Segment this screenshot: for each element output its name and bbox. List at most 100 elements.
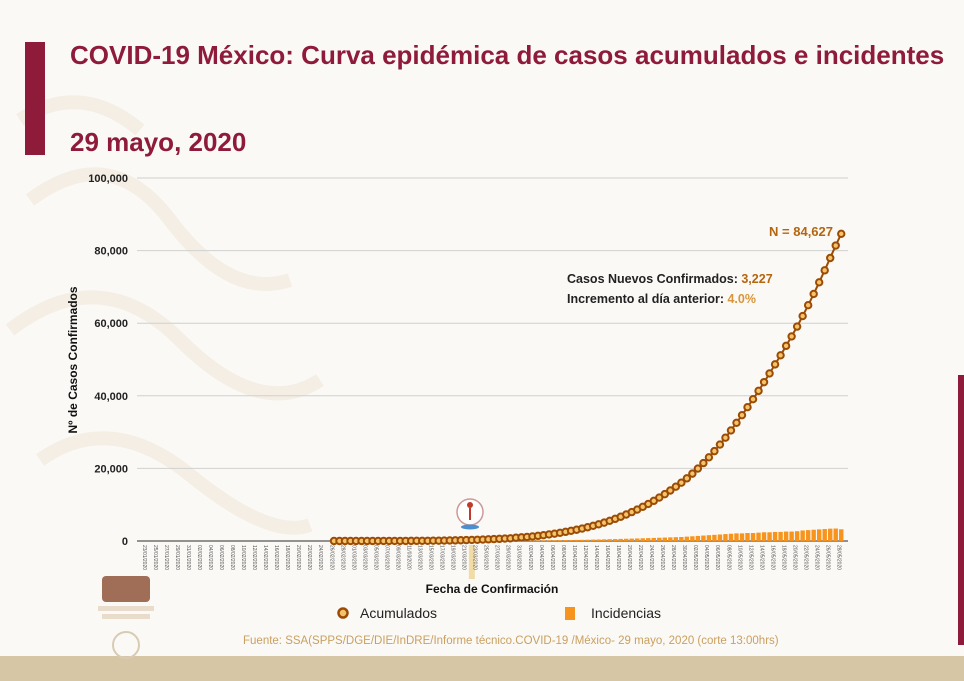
incidence-bar bbox=[778, 531, 783, 541]
accumulated-point bbox=[798, 311, 807, 321]
x-tick-label: 12/02/2020 bbox=[251, 545, 257, 570]
incidence-bar bbox=[828, 528, 833, 541]
incidence-bar bbox=[783, 531, 789, 541]
y-tick-label: 40,000 bbox=[94, 391, 128, 403]
incidence-bar bbox=[585, 539, 590, 541]
incidence-bar bbox=[767, 532, 772, 541]
x-tick-label: 24/02/2020 bbox=[317, 545, 323, 570]
incidence-bar bbox=[805, 530, 811, 541]
x-tick-label: 16/02/2020 bbox=[273, 545, 279, 570]
legend-dot-icon bbox=[337, 607, 349, 619]
incidence-bar bbox=[728, 533, 734, 541]
x-tick-label: 18/04/2020 bbox=[615, 545, 621, 570]
x-tick-label: 20/05/2020 bbox=[791, 545, 797, 570]
incidence-bar bbox=[816, 529, 822, 541]
x-tick-label: 17/03/2020 bbox=[439, 545, 445, 570]
x-tick-label: 05/03/2020 bbox=[372, 545, 378, 570]
legend-accumulated: Acumulados bbox=[336, 605, 437, 621]
total-cases-label: N = 84,627 bbox=[769, 224, 833, 239]
incidence-bar bbox=[646, 538, 651, 541]
increase-value: 4.0% bbox=[727, 292, 756, 306]
incidence-bar bbox=[563, 540, 568, 541]
x-tick-label: 21/03/2020 bbox=[461, 545, 467, 570]
x-tick-label: 16/04/2020 bbox=[604, 545, 610, 570]
x-tick-label: 04/04/2020 bbox=[538, 545, 544, 570]
x-tick-label: 04/05/2020 bbox=[703, 545, 709, 570]
x-tick-label: 22/02/2020 bbox=[306, 545, 312, 570]
incidence-bar bbox=[750, 533, 756, 541]
accumulated-point bbox=[787, 332, 796, 341]
y-tick-label: 0 bbox=[122, 536, 128, 548]
accumulated-point bbox=[770, 360, 780, 369]
incidence-bar bbox=[535, 540, 541, 541]
x-tick-label: 29/01/2020 bbox=[174, 545, 180, 570]
incidence-bar bbox=[679, 537, 684, 541]
highlighted-tick-bg bbox=[468, 545, 475, 579]
incidence-bar bbox=[557, 540, 563, 541]
accumulated-point bbox=[721, 433, 730, 442]
y-tick-label: 100,000 bbox=[88, 173, 128, 185]
x-tick-label: 19/03/2020 bbox=[450, 545, 456, 570]
incidence-bar bbox=[772, 531, 778, 541]
x-tick-label: 27/01/2020 bbox=[163, 545, 169, 570]
x-tick-label: 27/03/2020 bbox=[494, 545, 500, 570]
legend-incidence-label: Incidencias bbox=[591, 605, 662, 621]
incidence-bar bbox=[839, 529, 844, 541]
incidence-bar bbox=[822, 529, 827, 541]
incidence-bar bbox=[612, 539, 618, 541]
x-tick-label: 02/05/2020 bbox=[692, 545, 698, 570]
source-note: Fuente: SSA(SPPS/DGE/DIE/InDRE/Informe t… bbox=[243, 635, 779, 647]
x-tick-label: 14/02/2020 bbox=[262, 545, 268, 570]
incidence-bar bbox=[712, 534, 717, 541]
x-tick-label: 22/04/2020 bbox=[637, 545, 643, 570]
y-tick-label: 60,000 bbox=[94, 318, 128, 330]
incidence-bar bbox=[629, 538, 634, 541]
x-tick-label: 04/02/2020 bbox=[207, 545, 213, 570]
accumulated-point bbox=[715, 440, 725, 449]
incidence-bar bbox=[673, 537, 679, 541]
incidence-bar bbox=[530, 540, 535, 541]
y-tick-label: 80,000 bbox=[94, 246, 128, 258]
x-tick-label: 25/01/2020 bbox=[152, 545, 158, 570]
incidence-bar bbox=[695, 535, 701, 541]
legend-incidence: Incidencias bbox=[565, 605, 661, 621]
x-tick-label: 22/05/2020 bbox=[802, 545, 808, 570]
accumulated-point bbox=[831, 241, 840, 250]
incidence-bar bbox=[794, 531, 800, 541]
x-tick-label: 06/04/2020 bbox=[549, 545, 555, 570]
accumulated-point bbox=[754, 386, 763, 396]
x-tick-label: 23/01/2020 bbox=[141, 545, 147, 570]
x-tick-label: 09/03/2020 bbox=[394, 545, 400, 570]
brand-bar-right bbox=[958, 375, 964, 645]
accumulated-point bbox=[704, 453, 714, 462]
report-date: 29 mayo, 2020 bbox=[70, 127, 247, 157]
new-cases-label: Casos Nuevos Confirmados: bbox=[567, 272, 738, 286]
x-tick-label: 08/04/2020 bbox=[560, 545, 566, 570]
x-tick-label: 15/03/2020 bbox=[428, 545, 434, 570]
accumulated-point bbox=[688, 469, 697, 478]
incidence-bar bbox=[546, 540, 552, 541]
incidence-bar bbox=[541, 540, 546, 541]
x-tick-label: 14/04/2020 bbox=[593, 545, 599, 570]
incidence-bar bbox=[552, 540, 557, 541]
incidence-bar bbox=[811, 529, 816, 541]
x-tick-label: 26/04/2020 bbox=[659, 545, 665, 570]
x-tick-label: 24/05/2020 bbox=[813, 545, 819, 570]
legend-accumulated-label: Acumulados bbox=[360, 605, 438, 621]
x-tick-label: 06/02/2020 bbox=[218, 545, 224, 570]
accumulated-point bbox=[809, 289, 818, 299]
accumulated-point bbox=[765, 369, 774, 378]
x-tick-label: 29/03/2020 bbox=[505, 545, 511, 570]
x-tick-label: 28/05/2020 bbox=[836, 545, 842, 570]
incidence-bar bbox=[701, 535, 706, 541]
x-tick-label: 26/05/2020 bbox=[825, 545, 831, 570]
x-tick-label: 30/04/2020 bbox=[681, 545, 687, 570]
accumulated-point bbox=[826, 253, 835, 263]
incidence-bar bbox=[761, 532, 767, 541]
brand-bar-left bbox=[25, 42, 45, 155]
increase-annotation: Incremento al día anterior: 4.0% bbox=[567, 292, 756, 306]
incidence-bar bbox=[590, 539, 596, 541]
incidence-bar bbox=[756, 532, 761, 541]
incidence-bar bbox=[601, 539, 607, 541]
accumulated-point bbox=[660, 489, 670, 499]
